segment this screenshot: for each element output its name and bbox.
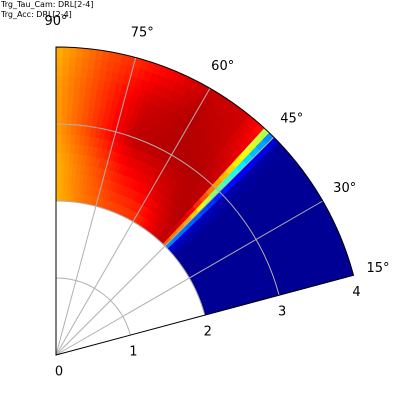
r-tick-label: 2 — [204, 325, 212, 340]
r-gridline — [55, 123, 280, 296]
heatmap-cell — [55, 46, 64, 58]
heatmap-cell — [61, 85, 69, 96]
heatmap-cell — [60, 133, 66, 144]
header-line-1: Trg_Tau_Cam: DRL[2-4] — [1, 0, 94, 9]
heatmap-cell — [64, 143, 71, 154]
heatmap-cell — [61, 66, 69, 77]
heatmap-cell — [55, 191, 60, 202]
heatmap-cell — [60, 142, 66, 154]
heatmap-cell — [74, 56, 83, 68]
heatmap-cell — [71, 104, 79, 116]
heatmap-cell — [64, 133, 71, 145]
heatmap-cell — [61, 75, 69, 87]
header-line-2: Trg_Acc: DRL[2-4] — [1, 10, 72, 19]
theta-tick-label: 45° — [280, 112, 303, 127]
heatmap-cell — [70, 114, 78, 126]
heatmap-cell — [62, 46, 70, 58]
r-gridline — [55, 277, 131, 336]
heatmap-cell — [68, 56, 76, 68]
heatmap-cell — [75, 47, 84, 59]
heatmap-cell — [66, 104, 73, 116]
theta-tick-label: 30° — [333, 181, 356, 196]
heatmap-cell — [59, 191, 64, 202]
heatmap-cell — [66, 95, 74, 106]
heatmap-cell — [60, 114, 67, 125]
heatmap-cell — [55, 75, 63, 86]
heatmap-cell — [61, 94, 68, 106]
theta-tick-label: 75° — [131, 26, 154, 41]
heatmap-cell — [73, 76, 81, 87]
heatmap-cell — [67, 66, 76, 77]
heatmap-cell — [65, 123, 72, 135]
heatmap-cell — [59, 181, 64, 192]
heatmap-cell — [55, 56, 63, 67]
heatmap-cell — [59, 162, 65, 173]
heatmap-cell — [63, 171, 69, 183]
heatmap-cell — [81, 47, 90, 59]
heatmap-cell — [55, 181, 61, 192]
heatmap-cell — [55, 123, 62, 134]
sector-frame — [55, 46, 355, 356]
heatmap-cell — [67, 75, 75, 87]
heatmap-cell — [65, 114, 73, 125]
heatmap-cell — [72, 85, 80, 97]
heatmap-cell — [80, 67, 88, 78]
heatmap-cell — [68, 46, 77, 58]
heatmap-cell — [55, 94, 62, 106]
heatmap-cell — [63, 162, 69, 173]
heatmap-cell — [59, 152, 66, 163]
sector-outline — [55, 46, 355, 356]
heatmap-cell — [55, 114, 62, 125]
heatmap-cell — [60, 104, 68, 115]
heatmap-cell — [55, 142, 61, 154]
heatmap-cell — [55, 152, 61, 163]
heatmap-cell — [55, 104, 62, 115]
heatmap-cell — [55, 171, 61, 183]
heatmap-cell — [55, 133, 62, 144]
heatmap-cell — [70, 124, 77, 135]
r-tick-label: 4 — [352, 285, 360, 300]
tick-labels: 15° 30° 45° 60° 75° 90° 0 1 2 3 4 — [44, 14, 389, 379]
heatmap-cell — [72, 95, 79, 107]
heatmap-cell — [80, 57, 89, 69]
r-tick-label: 3 — [278, 305, 286, 320]
heatmap-cell — [55, 65, 63, 77]
grid-lines — [55, 57, 323, 356]
heatmap-cell — [60, 123, 67, 135]
heatmap-cell — [55, 85, 63, 96]
r-tick-label: 0 — [55, 365, 63, 380]
heatmap-cell — [61, 56, 70, 67]
r-tick-label: 1 — [129, 345, 137, 360]
heatmap-cell — [55, 162, 61, 173]
heatmap-cell — [67, 85, 74, 96]
heatmap-cell — [59, 171, 65, 183]
theta-tick-label: 15° — [366, 261, 389, 276]
theta-tick-label: 90° — [44, 14, 67, 29]
heatmap-cell — [73, 66, 82, 78]
r-gridline — [55, 200, 206, 316]
heatmap-cell — [79, 76, 87, 88]
heatmap-cell — [64, 152, 70, 164]
heatmap-cells — [55, 46, 354, 316]
theta-tick-label: 60° — [211, 59, 234, 74]
